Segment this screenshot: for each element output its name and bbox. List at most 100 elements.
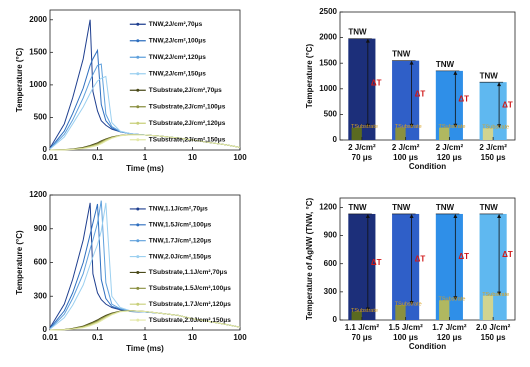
panel: 0 500 1000 1500 2000 Temperature (°C) 0.01 0.1 1… [15, 9, 247, 173]
bar-substrate [482, 295, 494, 320]
y-tick-label: 1500 [319, 58, 337, 67]
delta-label: ΔT [415, 89, 426, 98]
x-tick-label: 2.0 J/cm² [476, 323, 511, 332]
legend-label: TSubstrate,2J/cm²,100μs [149, 103, 226, 110]
series-line [49, 134, 241, 151]
y-axis-label: Temperature (°C) [305, 43, 314, 108]
x-tick-label: 70 μs [352, 333, 373, 342]
legend-label: TNW,2J/cm²,70μs [149, 21, 203, 28]
y-tick-label: 1200 [319, 202, 337, 211]
series-line [49, 202, 241, 330]
y-tick-label: 2000 [29, 15, 47, 24]
y-tick-label: 2500 [319, 7, 337, 16]
series-line [49, 203, 241, 329]
arrow-head [497, 124, 502, 129]
substrate-label: TSubstrate [482, 125, 509, 131]
panel: 0 300 600 900 1200 Temperature of AgNW (TNW, … [305, 197, 516, 351]
y-tick-label: 0 [43, 325, 48, 334]
substrate-label: TSubstrate [439, 297, 466, 303]
panel: 0 300 600 900 1200 Temperature (°C) 0.01 0.1 1 10… [15, 190, 247, 353]
nw-label: TNW [348, 203, 367, 212]
legend-label: TNW,2J/cm²,120μs [149, 54, 206, 61]
x-tick-label: 0.1 [92, 333, 104, 342]
y-tick-label: 900 [324, 231, 338, 240]
bar-substrate [482, 128, 494, 140]
legend-marker [136, 239, 140, 243]
legend-label: TNW,1.5J/cm²,100μs [149, 222, 212, 229]
legend-marker [136, 255, 140, 259]
x-tick-label: 0.01 [42, 333, 58, 342]
y-tick-label: 1000 [29, 80, 47, 89]
arrow-head [409, 60, 414, 65]
y-tick-label: 600 [324, 259, 338, 268]
bar-substrate [395, 304, 406, 320]
x-tick-label: 2 J/cm² [348, 143, 376, 152]
legend-marker [136, 88, 140, 92]
x-tick-label: 100 [233, 153, 247, 162]
bar-substrate [395, 127, 406, 140]
bar-substrate [439, 300, 450, 320]
arrow-head [365, 307, 370, 312]
legend-marker [136, 270, 140, 274]
nw-label: TNW [348, 28, 367, 37]
legend-marker [136, 286, 140, 290]
legend-label: TSubstrate,2J/cm²,70μs [149, 87, 222, 94]
y-tick-label: 500 [324, 110, 338, 119]
plot-frame [49, 9, 241, 151]
delta-label: ΔT [415, 255, 426, 264]
legend-marker [136, 39, 140, 43]
bar-substrate [439, 127, 450, 140]
substrate-label: TSubstrate [351, 308, 378, 314]
nw-label: TNW [436, 203, 455, 212]
x-tick-label: 2 J/cm² [436, 143, 464, 152]
nw-label: TNW [480, 71, 499, 80]
legend-label: TSubstrate,2.0J/cm²,150μs [149, 317, 231, 324]
y-tick-label: 900 [34, 224, 48, 233]
y-tick-label: 0 [333, 135, 338, 144]
plot-frame [339, 197, 516, 321]
legend-marker [136, 223, 140, 227]
x-tick-label: 2 J/cm² [392, 143, 420, 152]
x-tick-label: 2 J/cm² [479, 143, 507, 152]
x-tick-label: 120 μs [437, 153, 462, 162]
x-tick-label: 100 [233, 333, 247, 342]
legend-marker [136, 318, 140, 322]
x-tick-label: 1.7 J/cm² [432, 323, 467, 332]
y-tick-label: 500 [34, 113, 48, 122]
x-tick-label: 10 [188, 333, 197, 342]
series-line [49, 202, 241, 329]
plot-frame [339, 11, 516, 141]
y-tick-label: 0 [333, 315, 338, 324]
delta-label: ΔT [371, 258, 382, 267]
substrate-label: TSubstrate [395, 301, 422, 307]
y-tick-label: 1500 [29, 47, 47, 56]
substrate-label: TSubstrate [439, 124, 466, 130]
legend-label: TSubstrate,2J/cm²,120μs [149, 120, 226, 127]
legend-label: TNW,2J/cm²,100μs [149, 37, 206, 44]
legend-label: TSubstrate,1.5J/cm²,100μs [149, 285, 231, 292]
legend-label: TSubstrate,2J/cm²,150μs [149, 136, 226, 143]
x-axis-label: Time (ms) [126, 344, 164, 353]
legend-marker [136, 138, 140, 142]
y-tick-label: 0 [43, 145, 48, 154]
arrow-head [453, 70, 458, 75]
x-tick-label: 10 [188, 153, 197, 162]
y-tick-label: 300 [324, 287, 338, 296]
panel: 0 500 1000 1500 2000 2500 Temperature (°C) ΔT TN… [305, 7, 516, 171]
arrow-head [453, 213, 458, 218]
y-axis-label: Temperature (°C) [15, 230, 24, 295]
arrow-head [497, 213, 502, 218]
arrow-head [497, 291, 502, 296]
y-tick-label: 300 [34, 291, 48, 300]
legend-label: TNW,2.0J/cm²,150μs [149, 253, 212, 260]
bar-nw [392, 60, 420, 140]
substrate-label: TSubstrate [482, 292, 509, 298]
bar-nw [348, 213, 376, 320]
y-axis-label: Temperature (°C) [15, 47, 24, 112]
x-axis-label: Time (ms) [126, 164, 164, 173]
bar-substrate [351, 311, 362, 320]
legend-marker [136, 55, 140, 59]
x-tick-label: 0.01 [42, 153, 58, 162]
arrow-head [453, 296, 458, 301]
